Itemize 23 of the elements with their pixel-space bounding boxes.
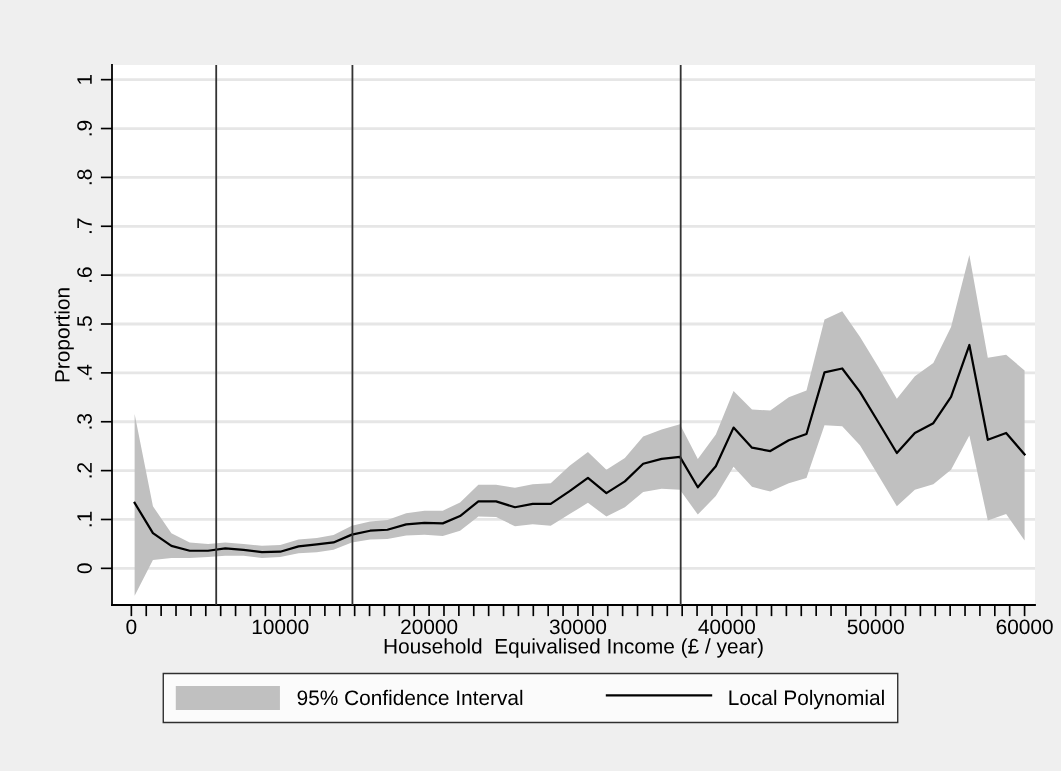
y-tick-label: .2 (77, 462, 92, 478)
y-tick-label: .4 (77, 364, 92, 380)
y-tick-label: .9 (77, 120, 92, 136)
y-tick-label: 1 (77, 74, 92, 84)
x-tick-label: 30000 (549, 619, 607, 635)
y-tick-label: .5 (77, 316, 92, 331)
x-tick-label: 10000 (252, 619, 309, 635)
y-tick-label: .3 (77, 413, 92, 429)
x-tick-label: 60000 (996, 619, 1053, 635)
y-tick-label: 0 (77, 563, 92, 574)
text: Local Polynomial (729, 689, 884, 710)
y-tick-label: .8 (77, 169, 92, 185)
x-tick-label: 20000 (401, 619, 458, 635)
x-tick-label: 0 (126, 619, 137, 635)
x-axis-title: Household Equivalised Income (£ / year) (384, 638, 763, 658)
y-tick-label: .6 (77, 267, 92, 282)
y-tick-label: .7 (77, 218, 92, 234)
y-axis-title: Proportion (54, 288, 74, 382)
x-tick-label: 50000 (847, 619, 904, 635)
text: 95% Confidence Interval (297, 689, 523, 706)
x-tick-label: 40000 (698, 619, 755, 635)
y-tick-label: .1 (77, 511, 92, 527)
line-series (133, 343, 1026, 554)
